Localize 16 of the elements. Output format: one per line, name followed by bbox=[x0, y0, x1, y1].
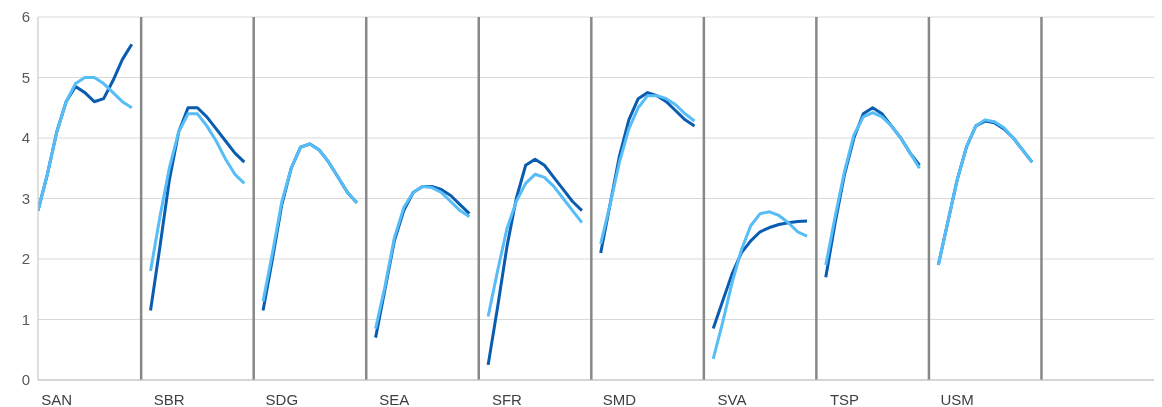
y-tick-label: 6 bbox=[21, 8, 30, 26]
y-tick-label: 5 bbox=[21, 68, 30, 86]
x-tick-label: TSP bbox=[829, 390, 860, 407]
x-tick-label: USM bbox=[940, 390, 974, 407]
x-tick-label: SAN bbox=[41, 390, 73, 407]
x-tick-label: SBR bbox=[153, 390, 185, 407]
y-tick-label: 2 bbox=[21, 250, 30, 268]
y-tick-label: 0 bbox=[21, 371, 30, 389]
x-tick-label: SMD bbox=[602, 390, 637, 407]
y-tick-label: 1 bbox=[21, 310, 30, 328]
x-tick-label: SEA bbox=[379, 390, 410, 407]
x-tick-label: SFR bbox=[491, 390, 523, 407]
y-tick-label: 3 bbox=[21, 189, 30, 207]
x-tick-label: SVA bbox=[717, 390, 747, 407]
x-tick-label: SDG bbox=[265, 390, 299, 407]
y-tick-label: 4 bbox=[21, 129, 30, 147]
